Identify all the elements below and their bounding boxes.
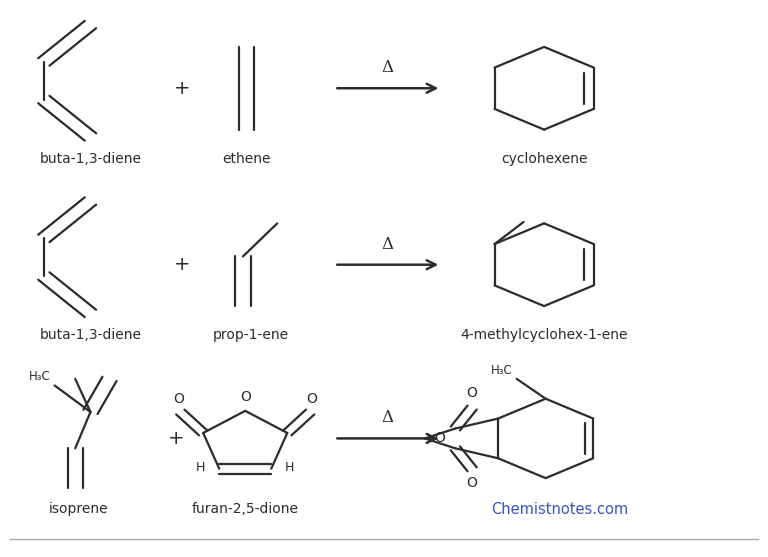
Text: 4-methylcyclohex-1-ene: 4-methylcyclohex-1-ene [460,328,628,342]
Text: O: O [467,387,478,400]
Text: +: + [174,79,190,97]
Text: O: O [467,476,478,491]
Text: furan-2,5-dione: furan-2,5-dione [192,502,299,516]
Text: prop-1-ene: prop-1-ene [213,328,289,342]
Text: H₃C: H₃C [491,364,513,377]
Text: isoprene: isoprene [49,502,109,516]
Text: buta-1,3-diene: buta-1,3-diene [39,328,141,342]
Text: H: H [196,461,206,473]
Text: Δ: Δ [382,409,394,426]
Text: Δ: Δ [382,59,394,76]
Text: H₃C: H₃C [29,370,51,383]
Text: O: O [240,390,250,404]
Text: O: O [306,393,317,407]
Text: O: O [435,432,445,446]
Text: H: H [285,461,294,473]
Text: Δ: Δ [382,236,394,252]
Text: +: + [174,255,190,274]
Text: O: O [174,393,184,407]
Text: Chemistnotes.com: Chemistnotes.com [491,502,628,517]
Text: +: + [168,429,185,448]
Text: ethene: ethene [223,152,271,165]
Text: cyclohexene: cyclohexene [501,152,588,165]
Text: buta-1,3-diene: buta-1,3-diene [39,152,141,165]
